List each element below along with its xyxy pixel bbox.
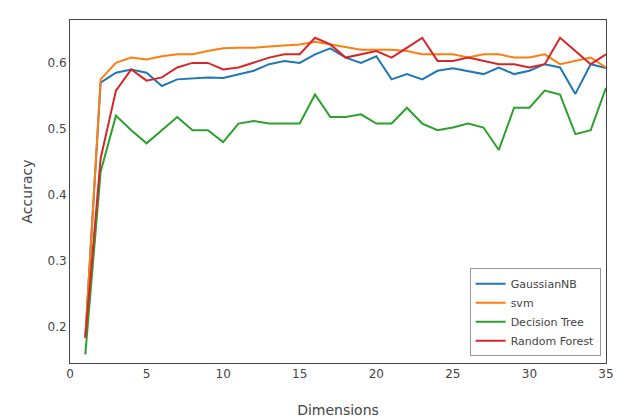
svg-text:GaussianNB: GaussianNB: [511, 278, 577, 291]
svg-text:Random Forest: Random Forest: [511, 335, 594, 348]
svg-text:10: 10: [215, 367, 230, 381]
svg-text:0.6: 0.6: [48, 56, 67, 70]
svg-text:30: 30: [522, 367, 537, 381]
svg-text:Decision Tree: Decision Tree: [511, 316, 584, 329]
svg-text:0.3: 0.3: [48, 254, 67, 268]
svg-text:5: 5: [143, 367, 151, 381]
svg-text:0.2: 0.2: [48, 320, 67, 334]
svg-text:35: 35: [598, 367, 613, 381]
svg-text:0.4: 0.4: [48, 188, 67, 202]
svg-text:15: 15: [292, 367, 307, 381]
svg-text:20: 20: [369, 367, 384, 381]
svg-text:0: 0: [66, 367, 74, 381]
svg-text:Accuracy: Accuracy: [19, 160, 35, 224]
svg-text:Dimensions: Dimensions: [297, 402, 379, 418]
svg-text:svm: svm: [511, 297, 534, 310]
svg-text:25: 25: [445, 367, 460, 381]
svg-text:0.5: 0.5: [48, 122, 67, 136]
